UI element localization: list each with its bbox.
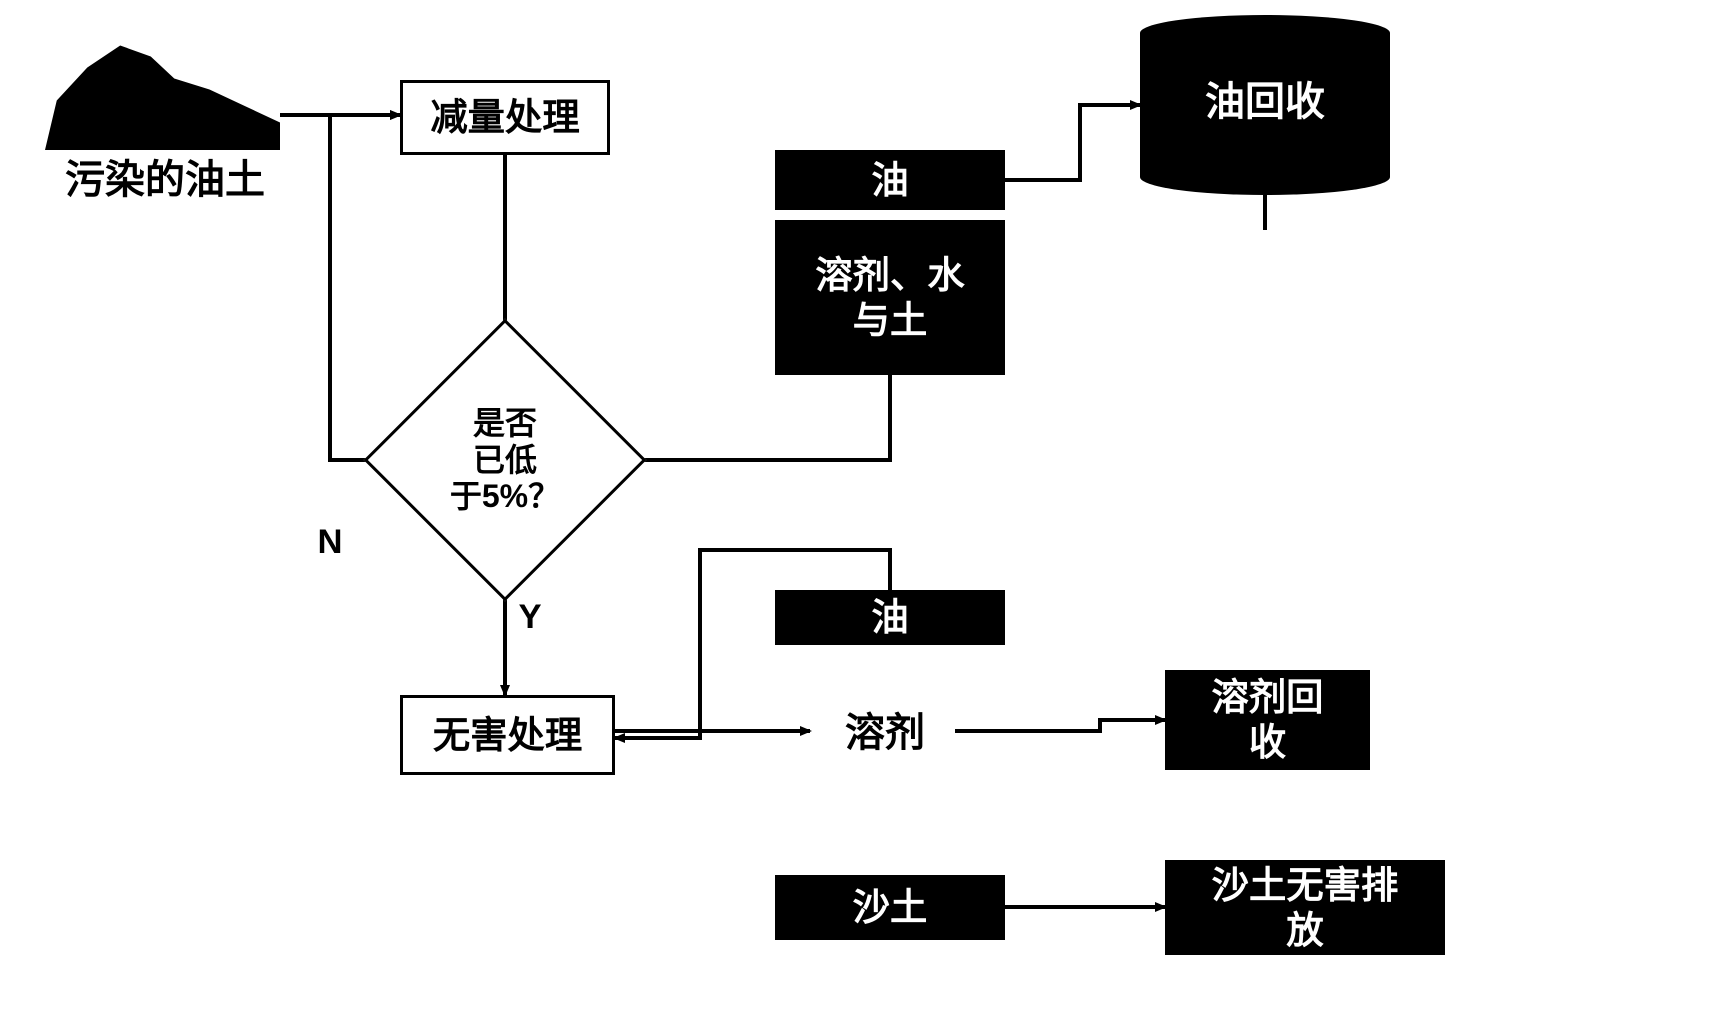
edge-solvent-recover — [955, 720, 1165, 731]
decision-label: 是否已低于5%？ — [405, 360, 605, 560]
edge-decision-N-back — [330, 115, 403, 460]
node-oil2: 油 — [775, 590, 1005, 645]
node-sand_safe: 沙土无害排放 — [1165, 860, 1445, 955]
contaminated-soil-icon — [45, 46, 280, 151]
node-soil_label: 污染的油土 — [35, 155, 295, 205]
node-sand: 沙土 — [775, 875, 1005, 940]
node-reduce: 减量处理 — [400, 80, 610, 155]
node-solvent_plain: 溶剂 — [815, 710, 955, 755]
flowchart-canvas: 油回收 污染的油土减量处理是否已低于5%？NY无害处理油溶剂、水与土油溶剂沙土溶… — [0, 0, 1710, 1030]
decision-decision: 是否已低于5%？ — [405, 360, 605, 560]
svg-text:油回收: 油回收 — [1205, 80, 1325, 124]
node-Y_label: Y — [515, 600, 545, 635]
edge-oil1-barrel — [1005, 105, 1140, 180]
node-oil1: 油 — [775, 150, 1005, 210]
node-swt: 溶剂、水与土 — [775, 220, 1005, 375]
node-harmless: 无害处理 — [400, 695, 615, 775]
oil-recovery-barrel: 油回收 — [1140, 15, 1390, 195]
edge-swt-decision — [607, 375, 890, 460]
node-solvent_recover: 溶剂回收 — [1165, 670, 1370, 770]
node-N_label: N — [310, 525, 350, 560]
